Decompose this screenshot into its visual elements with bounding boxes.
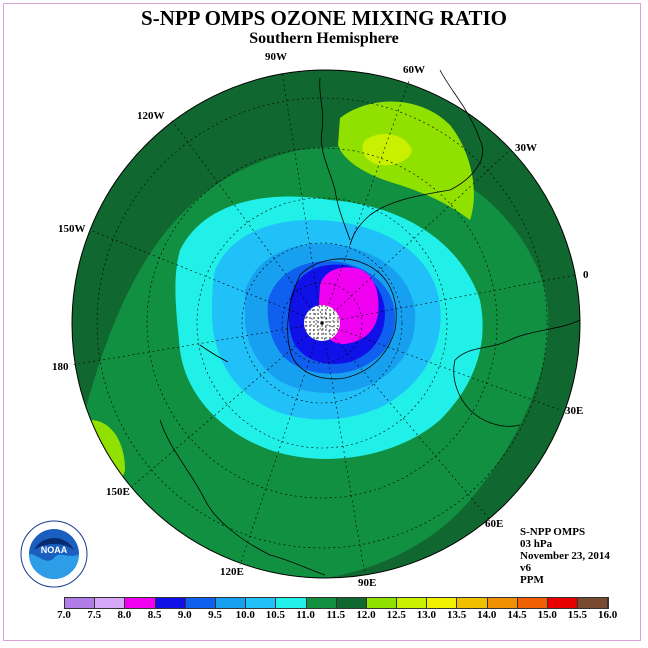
colorbar-tick-label: 13.0: [416, 609, 437, 621]
lon-label-120w: 120W: [137, 110, 165, 122]
colorbar-cell: [427, 598, 458, 608]
colorbar-cell: [517, 598, 548, 608]
colorbar-tick-label: 14.5: [507, 609, 527, 621]
noaa-logo: NOAA: [20, 520, 88, 588]
info-level: 03 hPa: [520, 538, 553, 550]
info-version: v6: [520, 562, 531, 574]
colorbar-cell: [487, 598, 518, 608]
colorbar-cell: [336, 598, 367, 608]
colorbar-cell: [457, 598, 488, 608]
figure-frame: [3, 3, 641, 641]
colorbar-cell: [578, 598, 609, 608]
info-instrument: S-NPP OMPS: [520, 526, 586, 538]
noaa-logo-text: NOAA: [41, 545, 68, 555]
lon-label-30w: 30W: [515, 142, 537, 154]
colorbar-cell: [306, 598, 337, 608]
colorbar-tick-label: 11.5: [326, 609, 346, 621]
colorbar-cell: [65, 598, 96, 608]
lon-label-90w: 90W: [265, 51, 287, 63]
lon-label-150e: 150E: [106, 486, 130, 498]
colorbar-cell: [215, 598, 247, 608]
chart-subtitle: Southern Hemisphere: [249, 30, 399, 47]
info-units: PPM: [520, 574, 544, 586]
lon-label-120e: 120E: [220, 566, 244, 578]
info-block: S-NPP OMPS 03 hPa November 23, 2014 v6 P…: [520, 526, 610, 586]
colorbar-tick-label: 9.0: [177, 609, 192, 621]
africa-coast: [454, 319, 581, 361]
graticule: [71, 71, 576, 576]
colorbar-tick-label: 10.0: [235, 609, 255, 621]
south-america-coast-east: [349, 69, 483, 246]
colorbar-tick-label: 14.0: [477, 609, 497, 621]
colorbar-tick-label: 8.0: [117, 609, 132, 621]
colorbar-tick-label: 16.0: [597, 609, 618, 621]
colorbar-tick-label: 15.0: [537, 609, 557, 621]
colorbar-tick-label: 8.5: [147, 609, 162, 621]
map-border: [71, 69, 581, 579]
colorbar-cell: [125, 598, 156, 608]
colorbar-tick-label: 13.5: [446, 609, 467, 621]
nz-coast: [199, 344, 229, 363]
chart-title: S-NPP OMPS OZONE MIXING RATIO: [141, 6, 507, 30]
colorbar-tick-label: 15.5: [567, 609, 588, 621]
colorbar-tick-label: 10.5: [265, 609, 286, 621]
lon-label-0: 0: [583, 269, 589, 281]
colorbar-cell: [95, 598, 126, 608]
lon-label-180: 180: [52, 361, 69, 373]
lon-label-60e: 60E: [485, 518, 503, 530]
lon-label-150w: 150W: [58, 223, 86, 235]
africa-tip: [453, 359, 521, 427]
contour-12-0-patch: [338, 101, 474, 220]
colorbar-cell: [548, 598, 579, 608]
lon-label-60w: 60W: [403, 64, 425, 76]
colorbar-tick-label: 11.0: [296, 609, 315, 621]
lon-label-30e: 30E: [565, 405, 583, 417]
colorbar-tick-label: 12.0: [356, 609, 376, 621]
info-date: November 23, 2014: [520, 550, 610, 562]
colorbar-tick-label: 9.5: [208, 609, 222, 621]
australia-coast: [159, 419, 326, 576]
south-america-coast: [319, 77, 351, 241]
colorbar-cell: [155, 598, 186, 608]
lon-label-90e: 90E: [358, 577, 376, 589]
colorbar-cell: [366, 598, 398, 608]
colorbar: [64, 597, 610, 609]
contour-12-5-patch: [362, 134, 412, 166]
colorbar-tick-label: 7.5: [87, 609, 102, 621]
colorbar-tick-label: 7.0: [57, 609, 71, 621]
colorbar-cell: [276, 598, 307, 608]
colorbar-tick-label: 12.5: [386, 609, 406, 621]
colorbar-labels: 7.0 7.5 8.0 8.5 9.0 9.5 10.0 10.5 11.0 11.5 12.0 12…: [52, 609, 617, 623]
colorbar-cell: [185, 598, 216, 608]
colorbar-cell: [397, 598, 428, 608]
colorbar-cell: [246, 598, 277, 608]
longitude-labels: 90W 60W 30W 0 30E 60E 90E 120E 150E 180 …: [52, 51, 589, 589]
